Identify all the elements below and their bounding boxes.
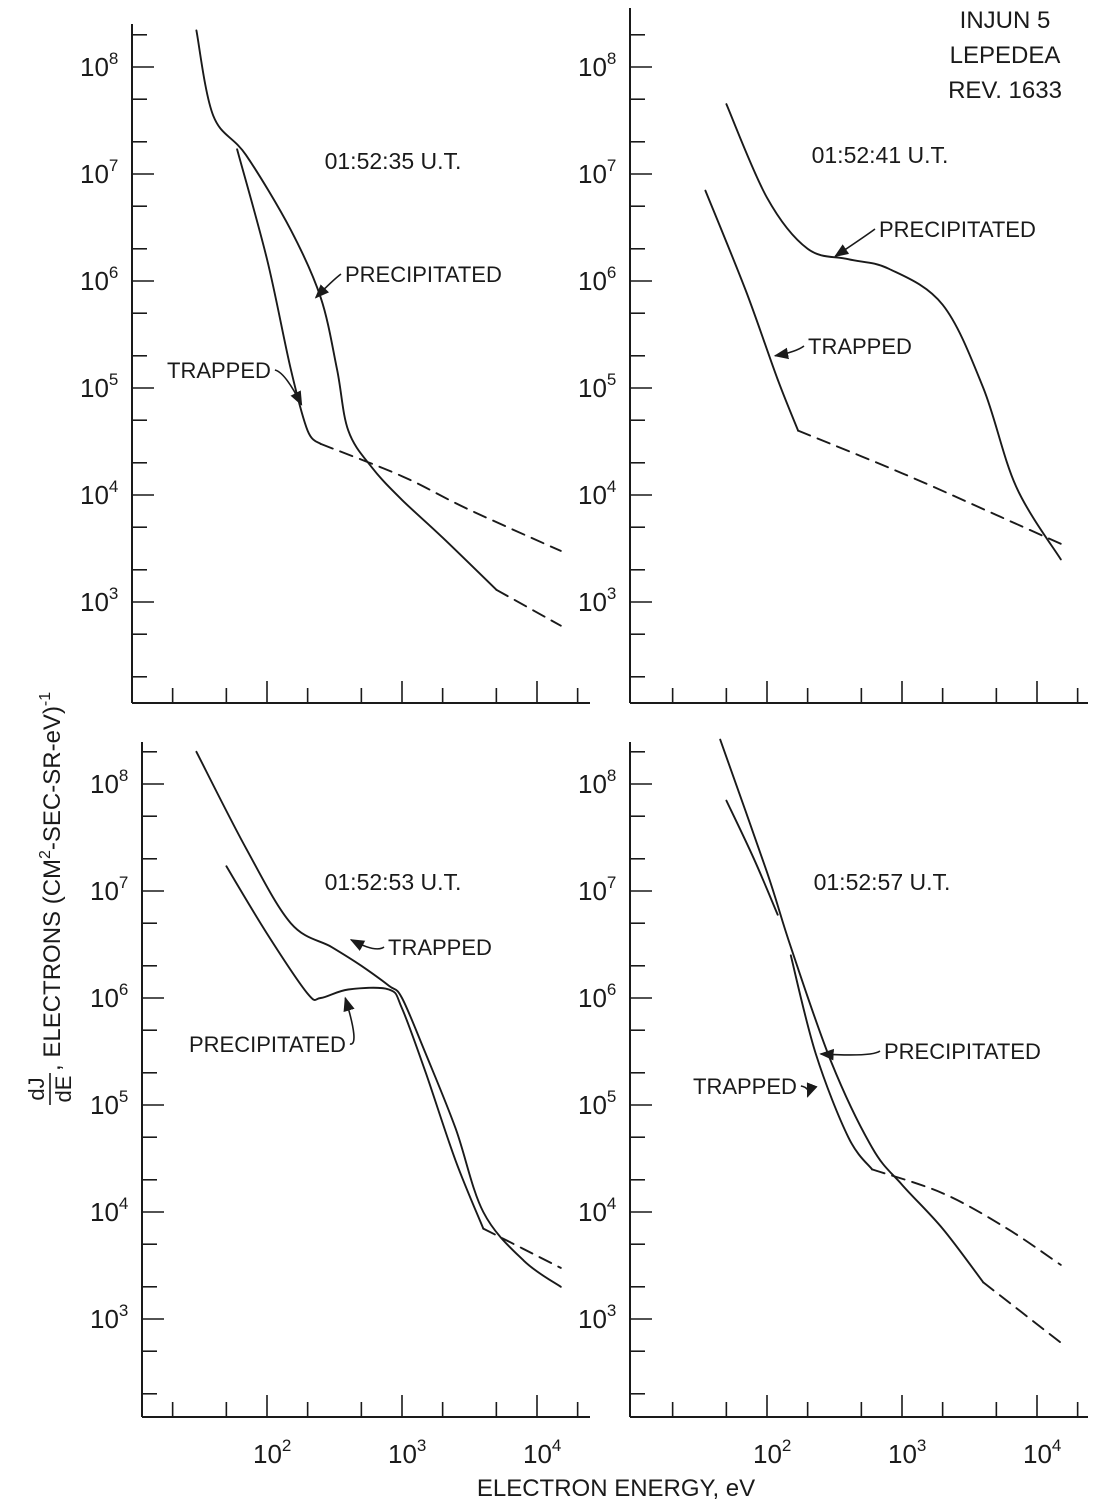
p1-y-tick-label: 108 (80, 49, 118, 82)
p1-annotation-arrow (314, 273, 342, 299)
p3-title: 01:52:53 U.T. (325, 869, 462, 895)
p4-y-tick-label: 103 (578, 1301, 616, 1334)
y-axis-label: dJ dE , ELECTRONS (CM2-SEC-SR-eV)-1 (24, 692, 76, 1105)
panel-top-left: 103 104 105 106 107 108 01:52:35 U.T. PRECIPITA… (80, 24, 590, 704)
p2-annotation-arrow (773, 345, 805, 360)
p3-annotation-precipitated: PRECIPITATED (189, 1032, 346, 1057)
p2-y-tick-label: 107 (578, 156, 616, 189)
p4-annotation-precipitated: PRECIPITATED (884, 1039, 1041, 1064)
p3-y-tick-label: 106 (90, 980, 128, 1013)
p1-y-tick-label: 107 (80, 156, 118, 189)
id-line-3: REV. 1633 (948, 77, 1062, 104)
x-axis-label: ELECTRON ENERGY, eV (477, 1475, 755, 1502)
id-line-2: LEPEDEA (950, 42, 1061, 69)
p1-y-tick-label: 103 (80, 584, 118, 617)
p3-annotation-trapped: TRAPPED (388, 935, 492, 960)
p1-extrapolated-curve (495, 588, 562, 627)
p1-y-tick-label: 104 (80, 477, 118, 510)
p4-annotation-arrow (800, 1082, 818, 1098)
p3-annotation-arrow (349, 939, 385, 951)
p4-y-tick-label: 104 (578, 1194, 616, 1227)
id-line-1: INJUN 5 (960, 7, 1051, 34)
p3-x-tick-label: 104 (523, 1436, 561, 1469)
p4-x-tick-label: 103 (888, 1436, 926, 1469)
p1-annotation-arrow (274, 369, 303, 406)
p4-y-tick-label: 105 (578, 1087, 616, 1120)
p3-y-tick-label: 108 (90, 766, 128, 799)
p2-precipitated-curve (725, 103, 1062, 561)
p4-y-tick-label: 106 (578, 980, 616, 1013)
p2-extrapolated-curve (797, 429, 1062, 545)
p4-annotation-arrow (819, 1048, 881, 1061)
p1-precipitated-curve (195, 29, 498, 591)
p4-trapped-curve (789, 954, 874, 1171)
y-axis-label-part-b: -SEC-SR-eV) (39, 706, 66, 850)
p1-y-tick-label: 105 (80, 370, 118, 403)
p1-annotation-precipitated: PRECIPITATED (345, 262, 502, 287)
p2-title: 01:52:41 U.T. (812, 142, 949, 168)
p3-x-tick-label: 102 (253, 1436, 291, 1469)
p4-x-tick-label: 104 (1023, 1436, 1061, 1469)
p2-y-tick-label: 104 (578, 477, 616, 510)
panel-bottom-right: 103 104 105 106 107 108 102 103 104 01:52:57 U.T.… (578, 738, 1088, 1469)
panel-bottom-left: 103 104 105 106 107 108 102 103 104 01:52:53 U.T.… (90, 742, 590, 1469)
p2-annotation-trapped: TRAPPED (808, 334, 912, 359)
p2-y-tick-label: 108 (578, 49, 616, 82)
p2-y-tick-label: 106 (578, 263, 616, 296)
y-axis-label-sup-b: -1 (37, 692, 54, 706)
p3-y-tick-label: 107 (90, 873, 128, 906)
p4-y-tick-label: 108 (578, 766, 616, 799)
p1-extrapolated-curve (319, 442, 562, 552)
p3-y-tick-label: 104 (90, 1194, 128, 1227)
y-axis-label-den: dE (51, 1076, 76, 1103)
p1-title: 01:52:35 U.T. (325, 148, 462, 174)
p2-y-tick-label: 103 (578, 584, 616, 617)
p3-trapped-curve (195, 750, 562, 1288)
p1-y-tick-label: 106 (80, 263, 118, 296)
p4-y-tick-label: 107 (578, 873, 616, 906)
p1-trapped-curve (236, 148, 322, 445)
y-axis-label-units: , ELECTRONS (CM2-SEC-SR-eV)-1 (37, 692, 66, 1071)
p4-trapped-curve (725, 799, 779, 916)
p2-trapped-curve (704, 189, 800, 432)
y-axis-label-num: dJ (24, 1077, 49, 1100)
p4-extrapolated-curve (982, 1281, 1062, 1344)
p3-y-tick-label: 105 (90, 1087, 128, 1120)
p4-annotation-trapped: TRAPPED (693, 1074, 797, 1099)
p4-title: 01:52:57 U.T. (814, 869, 951, 895)
p3-y-tick-label: 103 (90, 1301, 128, 1334)
p3-extrapolated-curve (482, 1227, 562, 1269)
p4-precipitated-curve (719, 738, 985, 1284)
p3-annotation-arrow (343, 996, 355, 1045)
y-axis-label-sup-a: 2 (37, 850, 54, 859)
p3-precipitated-curve (225, 865, 485, 1230)
p4-extrapolated-curve (871, 1168, 1062, 1266)
p1-annotation-trapped: TRAPPED (167, 358, 271, 383)
y-axis-label-part-a: , ELECTRONS (CM (39, 859, 66, 1071)
p2-annotation-arrow (834, 228, 876, 258)
p2-y-tick-label: 105 (578, 370, 616, 403)
p3-x-tick-label: 103 (388, 1436, 426, 1469)
p4-x-tick-label: 102 (753, 1436, 791, 1469)
p2-annotation-precipitated: PRECIPITATED (879, 217, 1036, 242)
panel-top-right: 103 104 105 106 107 108 01:52:41 U.T. PRECIPITA… (578, 8, 1088, 704)
